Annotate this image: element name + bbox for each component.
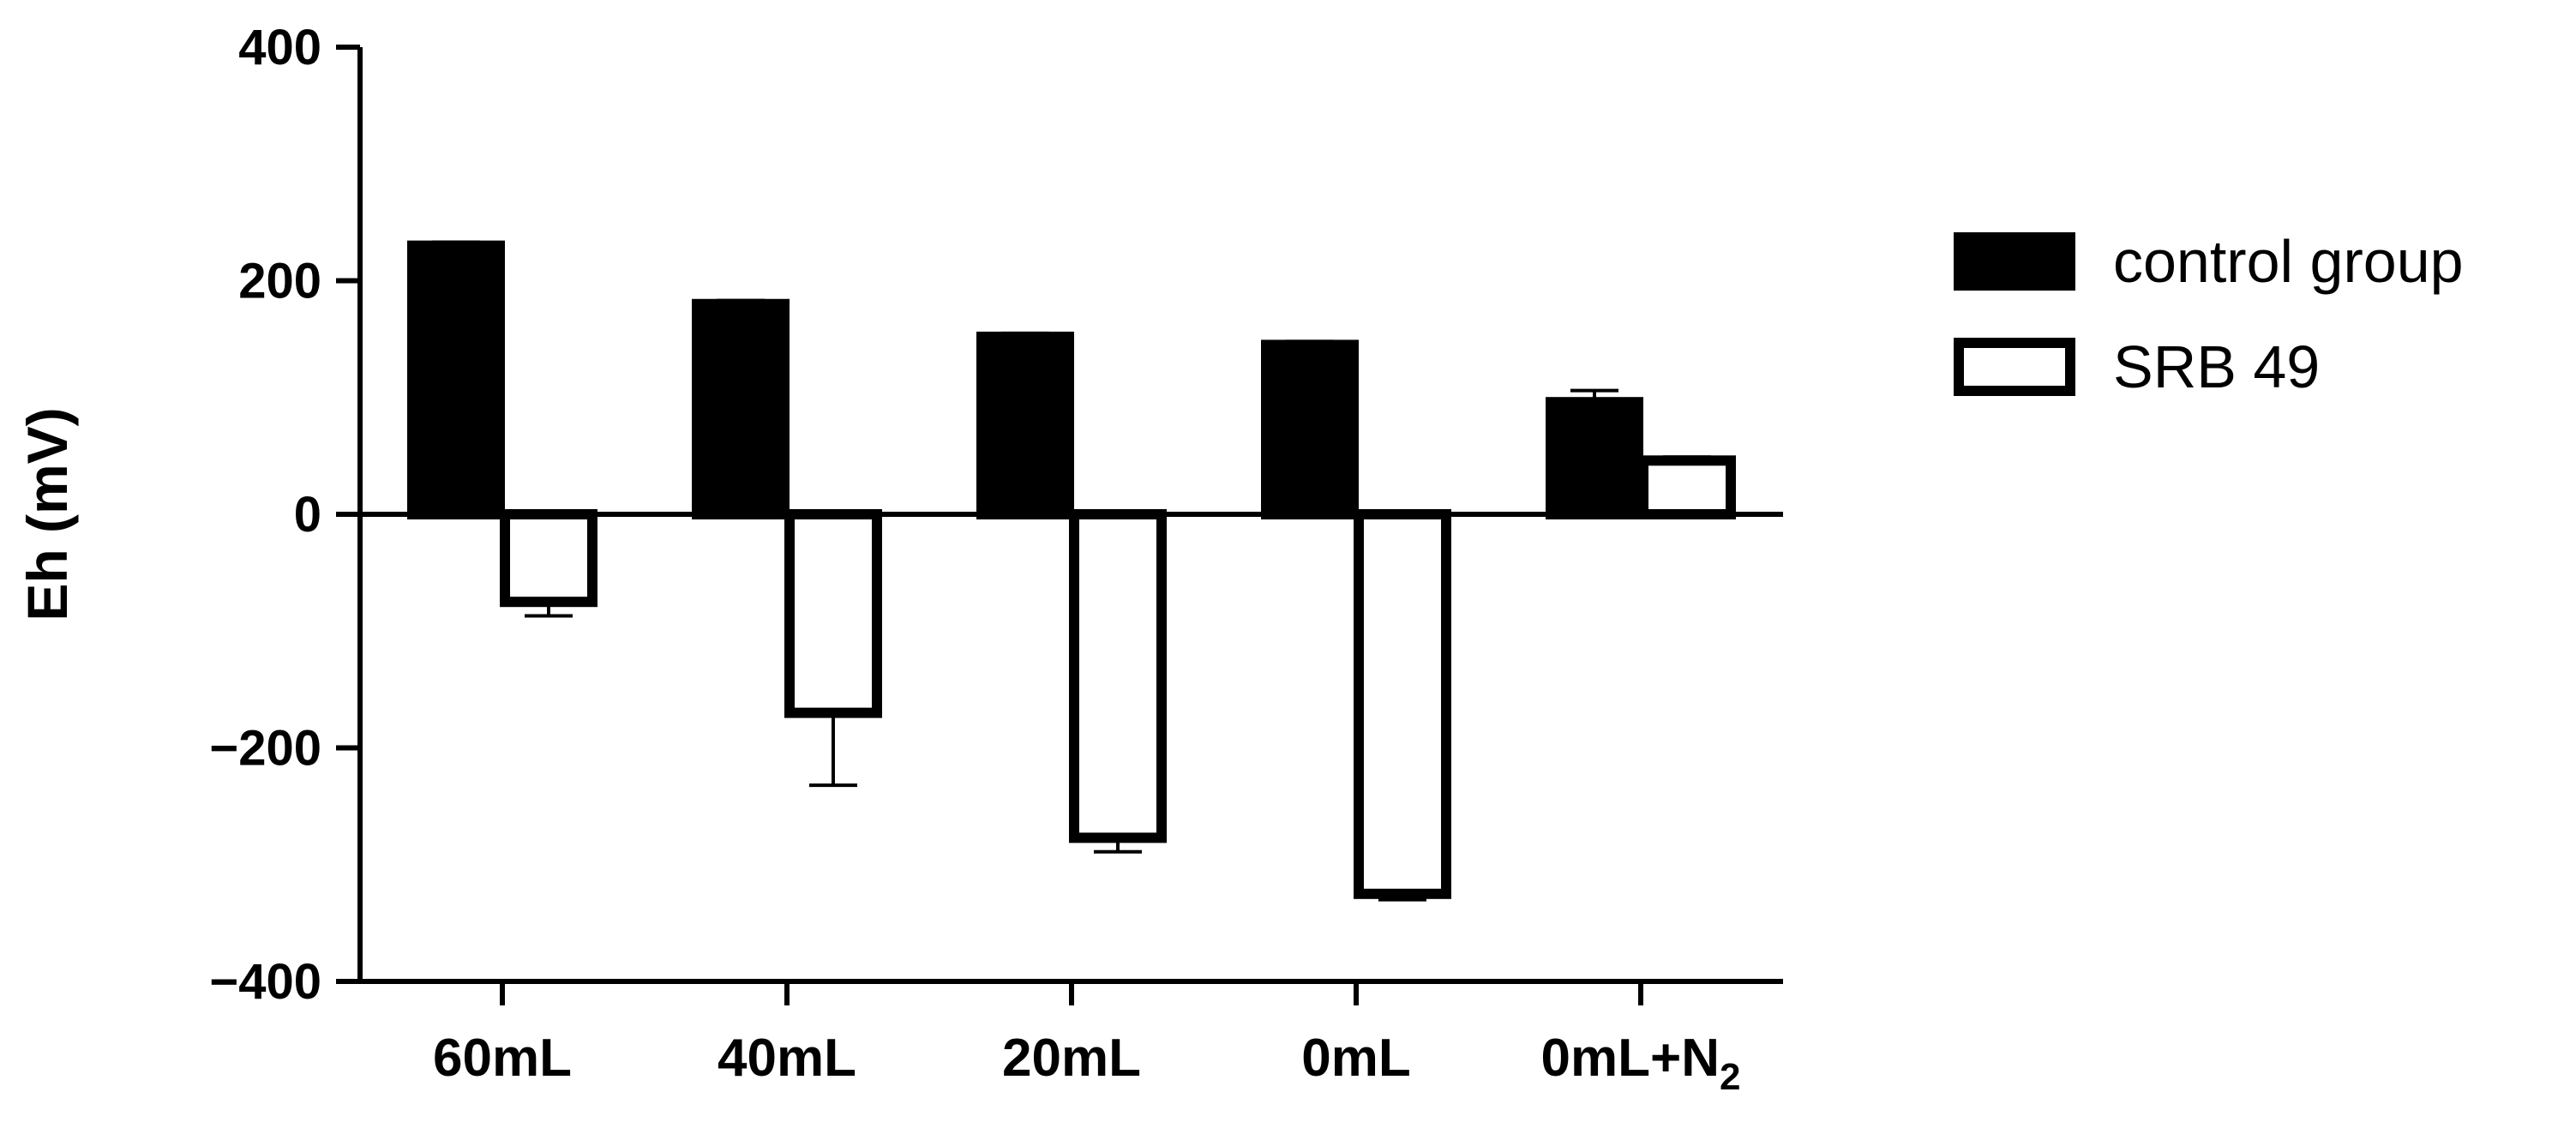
y-tick-label: 0: [294, 487, 321, 543]
legend: control group SRB 49: [1954, 228, 2464, 400]
y-ticks: 400 200 0 −200 −400: [209, 20, 360, 1010]
bar-srb-49: [784, 509, 882, 718]
bar-control-group: [692, 298, 790, 519]
bar-control-group: [407, 240, 505, 519]
y-tick-label: −400: [209, 954, 321, 1010]
bar-control-group: [976, 331, 1074, 519]
bar-srb-49: [1069, 509, 1167, 843]
x-category-labels: 60mL 40mL 20mL 0mL 0mL+N2: [433, 981, 1740, 1098]
bar-srb-49: [1354, 509, 1451, 899]
bar-srb-49: [500, 509, 597, 608]
legend-swatch: [1954, 338, 2075, 396]
x-category-label: 0mL: [1301, 1029, 1410, 1088]
bar-control-group: [1261, 339, 1359, 519]
y-axis-title: Eh (mV): [15, 407, 79, 621]
x-category-label: 60mL: [433, 1029, 572, 1088]
bars: [407, 240, 1736, 902]
y-tick-label: 200: [238, 254, 321, 309]
x-category-label: 0mL+N2: [1541, 1029, 1741, 1098]
y-tick-label: −200: [209, 721, 321, 777]
x-category-label: 20mL: [1002, 1029, 1141, 1088]
bar-control-group: [1546, 397, 1643, 520]
y-tick-label: 400: [238, 20, 321, 75]
legend-label: SRB 49: [2113, 333, 2320, 400]
legend-swatch: [1954, 232, 2075, 291]
legend-label: control group: [2113, 228, 2464, 295]
x-category-label: 40mL: [718, 1029, 856, 1088]
bar-srb-49: [1638, 455, 1736, 520]
